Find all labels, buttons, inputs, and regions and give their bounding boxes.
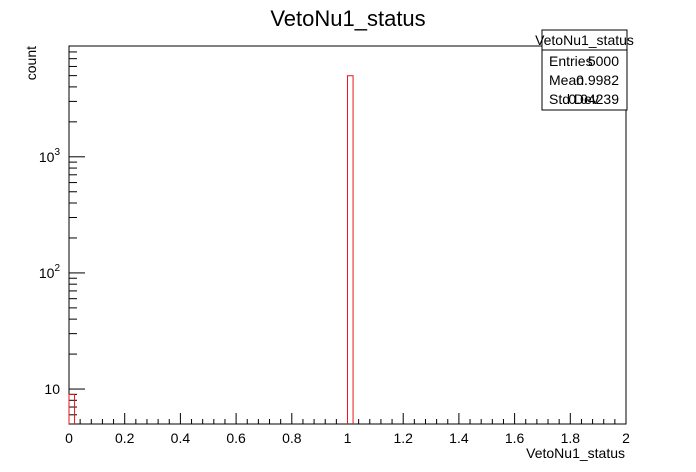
stats-mean-label: Mean (549, 72, 584, 88)
x-minor-ticks (68, 413, 627, 424)
x-tick-label: 0 (65, 430, 73, 446)
stats-entries-value: 5000 (588, 53, 619, 69)
histogram-bars (68, 75, 354, 424)
x-tick-label: 0.2 (115, 430, 135, 446)
histogram-bar (68, 393, 76, 424)
x-tick-label: 2 (622, 430, 630, 446)
stats-mean-value: 0.9982 (576, 72, 619, 88)
stats-box-title: VetoNu1_status (535, 32, 634, 48)
y-axis-label: count (23, 46, 39, 80)
x-axis-label: VetoNu1_status (526, 445, 625, 461)
x-tick-labels: 0 0.2 0.4 0.6 0.8 1 1.2 1.4 1.6 1.8 2 (65, 430, 630, 446)
x-tick-label: 1.8 (561, 430, 581, 446)
x-tick-label: 1.4 (449, 430, 469, 446)
x-tick-label: 0.8 (282, 430, 302, 446)
x-tick-label: 1.6 (505, 430, 525, 446)
y-ticks (69, 45, 85, 425)
y-tick-label: 103 (39, 147, 61, 165)
y-tick-label: 102 (39, 263, 61, 281)
chart-title: VetoNu1_status (270, 6, 425, 31)
histogram-bar (347, 75, 354, 424)
stats-stddev-value: 0.04239 (568, 91, 619, 107)
x-tick-label: 0.6 (226, 430, 246, 446)
y-tick-labels: 10 102 103 (39, 147, 61, 397)
stats-box: VetoNu1_status Entries 5000 Mean 0.9982 … (535, 29, 634, 111)
stats-stddev-label: Std Dev (549, 91, 599, 107)
y-tick-label: 10 (44, 381, 60, 397)
x-tick-label: 1 (344, 430, 352, 446)
x-tick-label: 1.2 (393, 430, 413, 446)
stats-entries-label: Entries (549, 53, 593, 69)
stats-box-frame (541, 29, 628, 111)
x-tick-label: 0.4 (171, 430, 191, 446)
